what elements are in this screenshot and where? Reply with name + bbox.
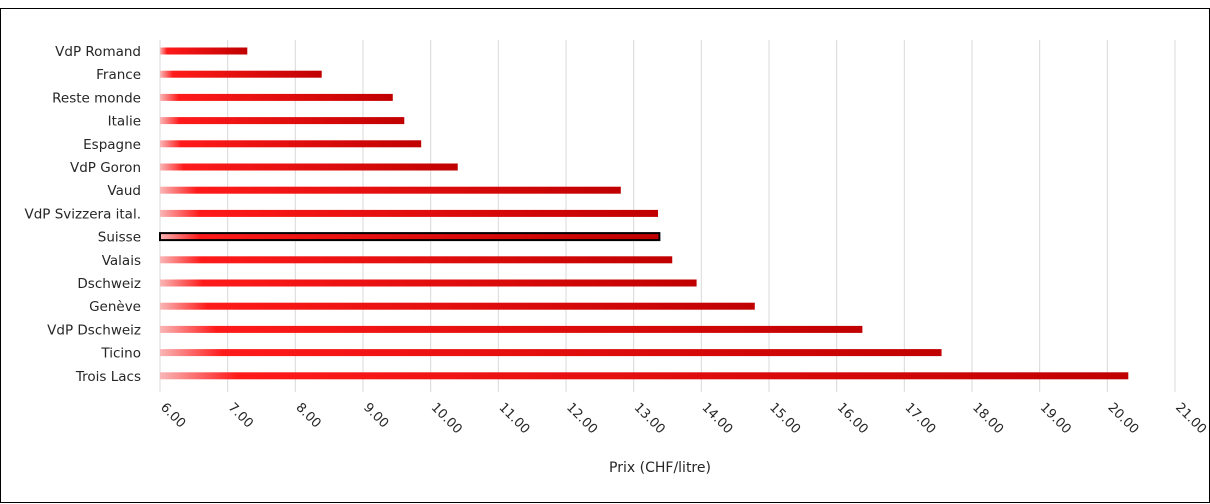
bar-espagne xyxy=(160,140,422,148)
category-label: VdP Goron xyxy=(70,160,141,176)
bar-france xyxy=(160,70,322,78)
category-label: Trois Lacs xyxy=(75,369,141,385)
bar-valais xyxy=(160,256,673,264)
bars xyxy=(159,47,1129,380)
category-label: Reste monde xyxy=(52,90,141,106)
category-label: Italie xyxy=(108,114,141,130)
category-label: Dschweiz xyxy=(77,276,141,292)
bar-trois-lacs xyxy=(160,372,1129,380)
category-label: Suisse xyxy=(98,230,141,246)
bar-gen-ve xyxy=(160,302,755,310)
bar-dschweiz xyxy=(160,279,697,287)
bar-reste-monde xyxy=(160,93,393,101)
bar-vdp-dschweiz xyxy=(160,325,863,333)
category-label: Ticino xyxy=(100,346,141,362)
bar-vdp-romand xyxy=(160,47,248,55)
bar-suisse xyxy=(159,232,661,242)
bar-vdp-svizzera-ital xyxy=(160,209,659,217)
bar-vaud xyxy=(160,186,621,194)
bar-ticino xyxy=(160,349,942,357)
category-label: VdP Dschweiz xyxy=(47,322,141,338)
x-axis-title: Prix (CHF/litre) xyxy=(609,460,711,476)
category-label: Espagne xyxy=(83,137,141,153)
chart-border xyxy=(0,8,1210,503)
category-labels: VdP Romand France Reste monde Italie Espagne… xyxy=(25,44,142,385)
bar-vdp-goron xyxy=(160,163,458,171)
bar-italie xyxy=(160,117,405,125)
category-label: Genève xyxy=(89,299,141,315)
category-label: France xyxy=(96,67,141,83)
category-label: Valais xyxy=(102,253,141,269)
category-label: Vaud xyxy=(107,183,141,199)
category-label: VdP Svizzera ital. xyxy=(25,206,142,222)
category-label: VdP Romand xyxy=(55,44,141,60)
